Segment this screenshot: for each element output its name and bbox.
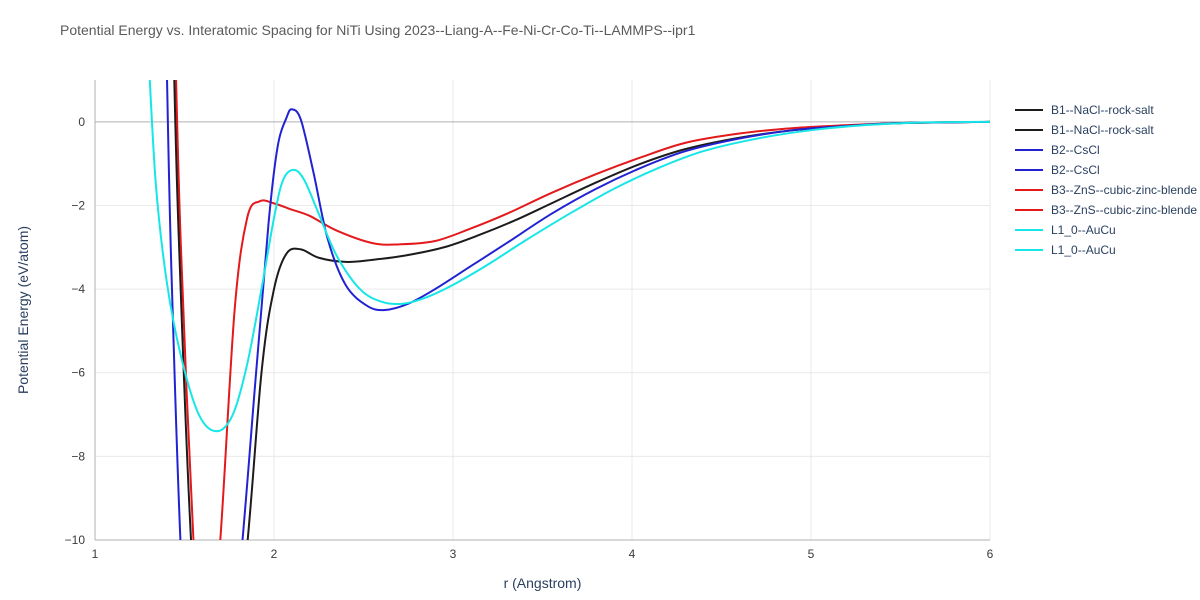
x-tick-label: 6 [987,547,994,561]
x-tick-label: 3 [450,547,457,561]
y-tick-label: −10 [65,533,86,547]
y-tick-label: −8 [71,449,85,463]
chart-svg: Potential Energy vs. Interatomic Spacing… [0,0,1200,600]
legend-label[interactable]: B2--CsCl [1051,163,1100,177]
y-axis-label: Potential Energy (eV/atom) [15,226,31,394]
chart-container: Potential Energy vs. Interatomic Spacing… [0,0,1200,600]
x-tick-label: 5 [808,547,815,561]
x-tick-label: 2 [271,547,278,561]
x-tick-label: 1 [92,547,99,561]
grid [95,80,990,540]
legend-label[interactable]: L1_0--AuCu [1051,243,1116,257]
legend-label[interactable]: B1--NaCl--rock-salt [1051,123,1154,137]
legend-label[interactable]: L1_0--AuCu [1051,223,1116,237]
legend: B1--NaCl--rock-salt B1--NaCl--rock-salt B2… [1015,103,1197,257]
series-B1--NaCl--rock-salt [174,59,990,600]
legend-label[interactable]: B2--CsCl [1051,143,1100,157]
legend-label[interactable]: B3--ZnS--cubic-zinc-blende [1051,203,1197,217]
y-tick-label: 0 [78,115,85,129]
y-tick-label: −4 [71,282,85,296]
x-axis-label: r (Angstrom) [504,575,582,591]
series-B3--ZnS--cubic-zinc-blende [176,59,990,600]
series-B2--CsCl [167,59,990,600]
series-group [149,59,990,600]
y-tick-label: −2 [71,198,85,212]
chart-title: Potential Energy vs. Interatomic Spacing… [60,22,696,38]
x-tick-label: 4 [629,547,636,561]
legend-label[interactable]: B1--NaCl--rock-salt [1051,103,1154,117]
legend-label[interactable]: B3--ZnS--cubic-zinc-blende [1051,183,1197,197]
series-L1_0--AuCu [149,59,990,431]
y-tick-label: −6 [71,366,85,380]
